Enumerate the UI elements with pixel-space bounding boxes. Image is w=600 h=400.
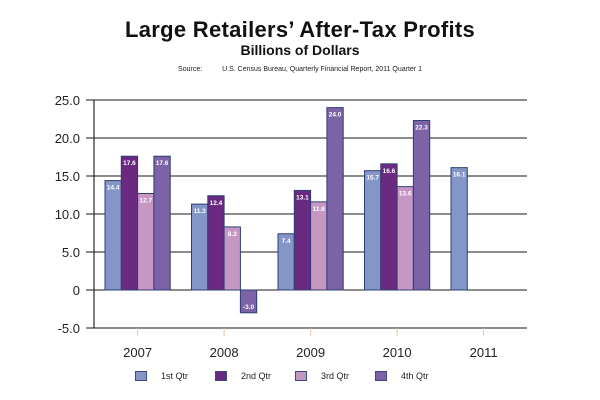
y-tick-label: 25.0 xyxy=(55,93,80,108)
x-tick-label: 2009 xyxy=(296,345,325,360)
data-label: 8.3 xyxy=(228,231,237,238)
bar-3rd-qtr-2010 xyxy=(396,186,414,291)
bar-2nd-qtr-2008 xyxy=(207,195,225,291)
data-label: 16.1 xyxy=(453,172,466,179)
data-label: 11.6 xyxy=(313,206,326,213)
data-label: 24.0 xyxy=(329,112,342,119)
bar-2nd-qtr-2010 xyxy=(380,163,398,291)
chart-legend: 1st Qtr 2nd Qtr 3rd Qtr 4th Qtr xyxy=(135,371,455,381)
legend-item: 3rd Qtr xyxy=(295,371,375,381)
chart-title: Large Retailers’ After-Tax Profits xyxy=(124,17,476,42)
data-label: 12.7 xyxy=(139,197,152,204)
data-label: 17.6 xyxy=(123,160,136,167)
y-tick-label: 15.0 xyxy=(55,169,80,184)
legend-swatch-2nd-qtr xyxy=(215,371,227,381)
source-text: U.S. Census Bureau, Quarterly Financial … xyxy=(222,66,422,73)
y-tick-label: 5.0 xyxy=(62,245,80,260)
chart-source: Source: U.S. Census Bureau, Quarterly Fi… xyxy=(0,66,600,73)
bar-2nd-qtr-2007 xyxy=(120,155,139,291)
data-label: 14.4 xyxy=(107,185,120,192)
bar-3rd-qtr-2008 xyxy=(223,226,241,291)
bar-3rd-qtr-2009 xyxy=(310,201,328,291)
legend-item: 2nd Qtr xyxy=(215,371,295,381)
bar-4th-qtr-2010 xyxy=(412,120,431,291)
bar-4th-qtr-2009 xyxy=(326,107,344,291)
legend-swatch-3rd-qtr xyxy=(295,371,307,381)
data-label: 13.6 xyxy=(399,191,412,198)
data-label: 13.1 xyxy=(296,194,309,201)
x-tick-label: 2011 xyxy=(470,345,498,360)
bar-2nd-qtr-2009 xyxy=(293,189,312,291)
legend-item: 1st Qtr xyxy=(135,371,215,381)
data-label: 7.4 xyxy=(282,238,291,245)
bar-3rd-qtr-2007 xyxy=(137,192,155,291)
data-label: 16.6 xyxy=(383,168,396,175)
x-tick-label: 2010 xyxy=(383,345,412,360)
y-tick-label: -5.0 xyxy=(58,321,80,336)
data-label: 11.3 xyxy=(194,208,207,215)
data-label: 12.4 xyxy=(210,200,223,207)
legend-item: 4th Qtr xyxy=(375,371,455,381)
bar-1st-qtr-2007 xyxy=(104,180,122,291)
y-tick-label: 10.0 xyxy=(55,207,80,222)
legend-label: 1st Qtr xyxy=(161,371,189,381)
y-tick-label: 0 xyxy=(73,283,80,298)
bar-1st-qtr-2011 xyxy=(450,167,468,291)
data-label: -3.0 xyxy=(243,304,255,311)
x-tick-label: 2008 xyxy=(210,345,239,360)
legend-swatch-4th-qtr xyxy=(375,371,387,381)
x-tick-label: 2007 xyxy=(123,345,152,360)
legend-swatch-1st-qtr xyxy=(135,371,147,381)
bar-4th-qtr-2008 xyxy=(239,289,258,314)
source-label: Source: xyxy=(178,66,203,73)
bar-4th-qtr-2007 xyxy=(153,155,171,291)
legend-label: 4th Qtr xyxy=(401,371,429,381)
legend-label: 3rd Qtr xyxy=(321,371,350,381)
bar-1st-qtr-2008 xyxy=(191,203,209,291)
data-label: 17.6 xyxy=(156,160,169,167)
bar-1st-qtr-2010 xyxy=(364,170,382,291)
data-label: 22.3 xyxy=(415,125,428,132)
chart-subtitle: Billions of Dollars xyxy=(240,42,360,58)
data-label: 15.7 xyxy=(366,175,379,182)
legend-label: 2nd Qtr xyxy=(241,371,272,381)
y-tick-label: 20.0 xyxy=(55,131,80,146)
